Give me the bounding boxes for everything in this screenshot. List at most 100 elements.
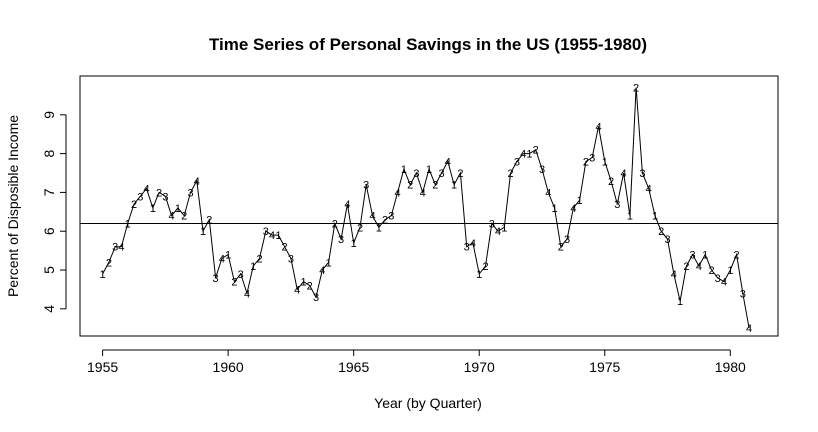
data-point: 1 — [275, 230, 281, 242]
y-tick-label: 9 — [41, 111, 57, 119]
data-point: 4 — [621, 168, 627, 180]
data-point: 3 — [439, 168, 445, 180]
data-point: 3 — [413, 168, 419, 180]
data-point: 4 — [495, 226, 501, 238]
data-point: 1 — [627, 211, 633, 223]
data-point: 3 — [489, 219, 495, 231]
data-point: 4 — [369, 211, 375, 223]
data-point: 1 — [526, 149, 532, 161]
data-point: 4 — [395, 187, 401, 199]
x-tick-label: 1960 — [213, 359, 244, 375]
data-point: 1 — [175, 203, 181, 215]
x-tick-label: 1970 — [464, 359, 495, 375]
data-point: 4 — [721, 277, 727, 289]
data-point: 2 — [533, 145, 539, 157]
data-point: 1 — [250, 261, 256, 273]
data-point: 2 — [307, 281, 313, 293]
chart-title: Time Series of Personal Savings in the U… — [209, 35, 647, 54]
data-point: 2 — [708, 265, 714, 277]
data-point: 2 — [633, 83, 639, 95]
data-point: 2 — [508, 168, 514, 180]
data-point: 2 — [734, 250, 740, 262]
data-point: 1 — [150, 203, 156, 215]
data-point: 1 — [602, 156, 608, 168]
x-axis-label: Year (by Quarter) — [374, 395, 482, 411]
data-point: 4 — [118, 242, 124, 254]
data-point: 4 — [294, 284, 300, 296]
data-point: 3 — [162, 191, 168, 203]
x-axis: 1955 1960 1965 1970 1975 1980 — [87, 349, 746, 375]
data-point: 3 — [690, 250, 696, 262]
data-point: 2 — [432, 180, 438, 192]
data-point: 1 — [401, 164, 407, 176]
data-point: 2 — [608, 176, 614, 188]
data-point: 2 — [256, 253, 262, 265]
data-point: 1 — [702, 250, 708, 262]
plot-frame — [79, 75, 779, 337]
data-point: 2 — [231, 277, 237, 289]
data-point: 2 — [482, 261, 488, 273]
data-point: 2 — [282, 242, 288, 254]
data-point: 4 — [420, 187, 426, 199]
data-point: 4 — [646, 184, 652, 196]
data-point: 3 — [338, 234, 344, 246]
data-point: 1 — [476, 269, 482, 281]
data-point: 3 — [715, 273, 721, 285]
data-point: 4 — [570, 203, 576, 215]
data-point: 3 — [740, 288, 746, 300]
x-tick-label: 1980 — [715, 359, 746, 375]
y-tick-label: 6 — [41, 227, 57, 235]
data-point: 3 — [363, 180, 369, 192]
data-point: 3 — [614, 199, 620, 211]
data-point: 1 — [677, 296, 683, 308]
data-point: 1 — [125, 219, 131, 231]
y-axis-label: Percent of Disposible Income — [5, 115, 21, 297]
data-point: 3 — [539, 164, 545, 176]
data-point: 3 — [388, 211, 394, 223]
x-tick-label: 1965 — [338, 359, 369, 375]
data-point: 3 — [238, 269, 244, 281]
data-point: 1 — [426, 164, 432, 176]
data-point: 3 — [464, 242, 470, 254]
y-tick-label: 5 — [41, 266, 57, 274]
data-point: 3 — [514, 156, 520, 168]
data-point: 3 — [664, 234, 670, 246]
data-point: 2 — [357, 222, 363, 234]
data-point: 4 — [470, 238, 476, 250]
data-point: 4 — [194, 176, 200, 188]
data-point: 1 — [727, 265, 733, 277]
data-point: 1 — [551, 203, 557, 215]
data-point: 2 — [206, 215, 212, 227]
data-point: 2 — [181, 211, 187, 223]
data-point: 4 — [746, 323, 752, 335]
data-point: 4 — [445, 156, 451, 168]
data-point: 3 — [589, 153, 595, 165]
data-point: 3 — [564, 234, 570, 246]
data-point: 4 — [696, 261, 702, 273]
x-tick-label: 1975 — [589, 359, 620, 375]
data-point: 1 — [351, 238, 357, 250]
data-point: 2 — [683, 261, 689, 273]
data-point: 3 — [639, 168, 645, 180]
x-tick-label: 1955 — [87, 359, 118, 375]
data-point: 2 — [457, 168, 463, 180]
data-point: 3 — [313, 292, 319, 304]
data-point: 3 — [213, 273, 219, 285]
data-point: 4 — [244, 288, 250, 300]
y-tick-label: 7 — [41, 188, 57, 196]
data-point: 2 — [658, 226, 664, 238]
y-axis: 4 5 6 7 8 9 — [41, 111, 67, 313]
data-point: 4 — [219, 253, 225, 265]
data-point: 1 — [376, 222, 382, 234]
data-point: 1 — [225, 250, 231, 262]
data-point: 4 — [545, 187, 551, 199]
series-line — [102, 87, 750, 329]
data-point: 3 — [288, 253, 294, 265]
data-point: 2 — [382, 215, 388, 227]
data-point: 2 — [407, 180, 413, 192]
data-point: 1 — [501, 222, 507, 234]
data-point: 3 — [112, 242, 118, 254]
data-point: 4 — [344, 199, 350, 211]
data-point: 1 — [451, 180, 457, 192]
